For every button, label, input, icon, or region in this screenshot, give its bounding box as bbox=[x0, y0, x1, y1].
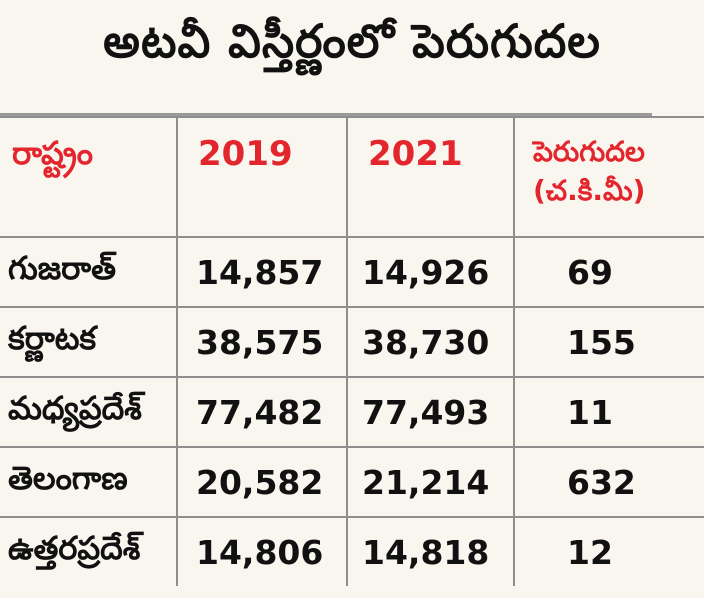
header-change-unit: (చ.కి.మీ) bbox=[533, 174, 646, 207]
header-change-label: పెరుగుదల bbox=[533, 135, 645, 168]
value-2021-cell: 21,214 bbox=[346, 446, 515, 518]
change-cell: 11 bbox=[513, 376, 704, 448]
forest-cover-table: రాష్ట్రం 2019 2021 పెరుగుదల (చ.కి.మీ) గు… bbox=[0, 116, 704, 586]
value-2021-cell: 77,493 bbox=[346, 376, 515, 448]
state-cell: తెలంగాణ bbox=[0, 446, 178, 518]
state-cell: మధ్యప్రదేశ్ bbox=[0, 376, 178, 448]
value-2019-cell: 20,582 bbox=[176, 446, 348, 518]
table-row: మధ్యప్రదేశ్ 77,482 77,493 11 bbox=[0, 376, 704, 448]
header-state: రాష్ట్రం bbox=[0, 116, 178, 238]
value-2019-cell: 14,806 bbox=[176, 516, 348, 586]
header-2021: 2021 bbox=[346, 116, 515, 238]
table-row: ఉత్తరప్రదేశ్ 14,806 14,818 12 bbox=[0, 516, 704, 586]
value-2021-cell: 14,926 bbox=[346, 236, 515, 308]
table-row: కర్ణాటక 38,575 38,730 155 bbox=[0, 306, 704, 378]
header-2021-label: 2021 bbox=[368, 134, 463, 174]
header-change: పెరుగుదల (చ.కి.మీ) bbox=[513, 116, 704, 238]
value-2021-cell: 14,818 bbox=[346, 516, 515, 586]
change-cell: 12 bbox=[513, 516, 704, 586]
page-title: అటవీ విస్తీర్ణంలో పెరుగుదల bbox=[103, 14, 601, 68]
state-cell: ఉత్తరప్రదేశ్ bbox=[0, 516, 178, 586]
header-row: రాష్ట్రం 2019 2021 పెరుగుదల (చ.కి.మీ) bbox=[0, 116, 704, 238]
value-2019-cell: 77,482 bbox=[176, 376, 348, 448]
value-2021-cell: 38,730 bbox=[346, 306, 515, 378]
change-cell: 155 bbox=[513, 306, 704, 378]
table-row: తెలంగాణ 20,582 21,214 632 bbox=[0, 446, 704, 518]
state-cell: గుజరాత్ bbox=[0, 236, 178, 308]
header-2019-label: 2019 bbox=[198, 134, 293, 174]
table-row: గుజరాత్ 14,857 14,926 69 bbox=[0, 236, 704, 308]
header-2019: 2019 bbox=[176, 116, 348, 238]
change-cell: 632 bbox=[513, 446, 704, 518]
value-2019-cell: 14,857 bbox=[176, 236, 348, 308]
state-cell: కర్ణాటక bbox=[0, 306, 178, 378]
title-divider bbox=[0, 113, 652, 116]
value-2019-cell: 38,575 bbox=[176, 306, 348, 378]
change-cell: 69 bbox=[513, 236, 704, 308]
header-state-label: రాష్ట్రం bbox=[12, 134, 93, 172]
